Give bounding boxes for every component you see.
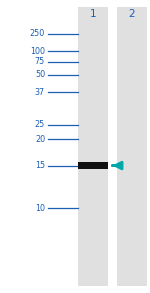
Text: 25: 25: [35, 120, 45, 129]
Text: 37: 37: [35, 88, 45, 97]
Text: 75: 75: [35, 57, 45, 66]
Text: 100: 100: [30, 47, 45, 56]
Text: 15: 15: [35, 161, 45, 170]
Text: 10: 10: [35, 204, 45, 212]
Text: 250: 250: [30, 29, 45, 38]
Bar: [117, 7, 147, 286]
Text: 50: 50: [35, 70, 45, 79]
Bar: [78, 7, 108, 286]
Text: 2: 2: [129, 9, 135, 19]
Text: 1: 1: [90, 9, 96, 19]
Text: 20: 20: [35, 135, 45, 144]
Bar: [78, 162, 108, 169]
